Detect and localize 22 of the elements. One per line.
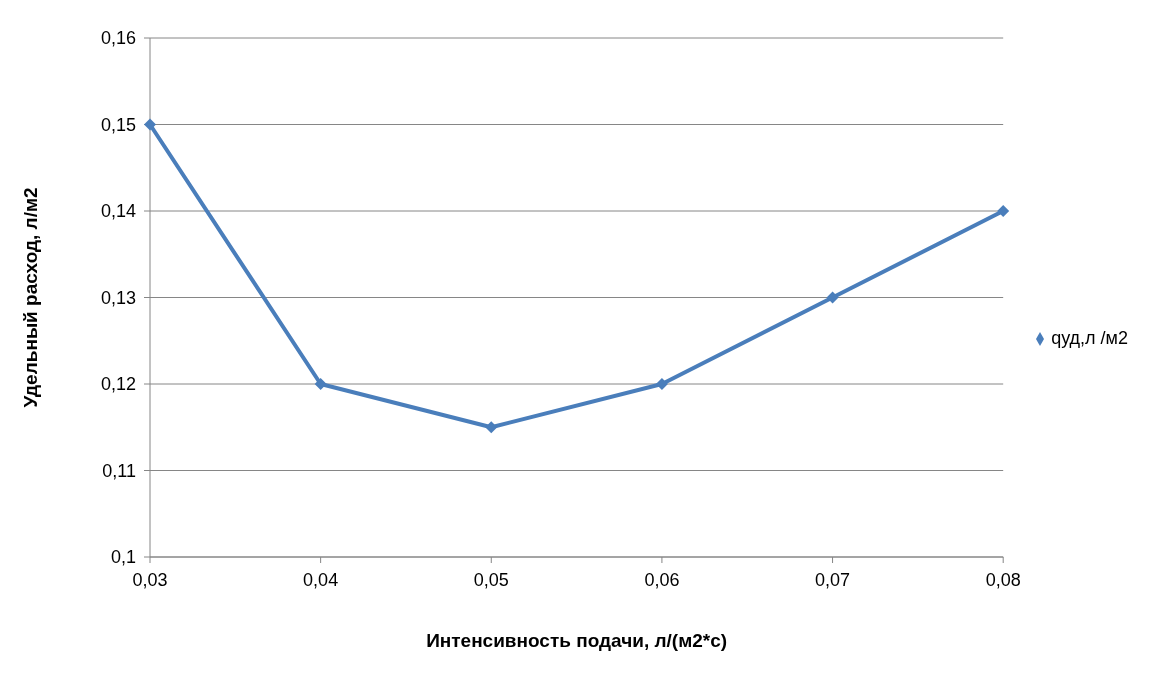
y-tick-label: 0,1 [110,547,136,568]
point [485,421,498,434]
x-tick-label: 0,08 [985,569,1021,590]
point [314,378,327,390]
x-tick-label: 0,06 [644,569,680,590]
x-tick-label: 0,03 [132,569,168,590]
point [655,378,668,390]
point [144,118,156,131]
x-tick-label: 0,05 [473,569,509,590]
y-tick-label: 0,14 [100,201,136,222]
y-tick-label: 0,12 [100,374,136,395]
y-tick-label: 0,13 [100,287,136,308]
y-tick-label: 0,15 [100,114,136,135]
point [826,291,839,304]
y-tick-label: 0,11 [102,460,136,481]
x-tick-label: 0,04 [303,569,339,590]
point [997,205,1010,217]
y-tick-label: 0,16 [100,28,136,49]
legend-label: qуд,л /м2 [1051,327,1128,348]
x-tick-label: 0,07 [815,569,851,590]
x-axis-title: Интенсивность подачи, л/(м2*с) [426,630,728,651]
y-axis-title: Удельный расход, л/м2 [19,187,41,408]
